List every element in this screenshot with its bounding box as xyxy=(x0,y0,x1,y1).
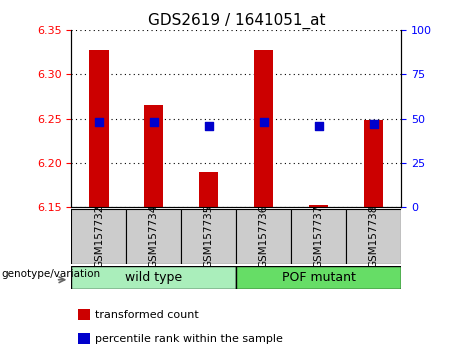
Bar xyxy=(181,209,236,264)
Text: GSM157734: GSM157734 xyxy=(149,205,159,268)
Bar xyxy=(364,120,383,207)
Text: percentile rank within the sample: percentile rank within the sample xyxy=(95,334,283,344)
Bar xyxy=(291,209,346,264)
Point xyxy=(370,121,377,127)
Text: POF mutant: POF mutant xyxy=(282,270,355,284)
Title: GDS2619 / 1641051_at: GDS2619 / 1641051_at xyxy=(148,12,325,29)
Bar xyxy=(126,209,181,264)
Text: transformed count: transformed count xyxy=(95,309,198,320)
Point xyxy=(205,123,213,129)
Bar xyxy=(309,205,328,207)
Bar xyxy=(346,209,401,264)
Text: GSM157738: GSM157738 xyxy=(369,205,378,268)
Bar xyxy=(71,266,236,289)
Bar xyxy=(89,50,108,207)
Point xyxy=(260,119,267,125)
Bar xyxy=(236,209,291,264)
Bar xyxy=(78,333,89,344)
Bar xyxy=(199,172,219,207)
Bar xyxy=(254,50,273,207)
Text: GSM157735: GSM157735 xyxy=(204,205,214,268)
Bar xyxy=(144,105,164,207)
Text: GSM157737: GSM157737 xyxy=(313,205,324,268)
Point xyxy=(315,123,322,129)
Text: wild type: wild type xyxy=(125,270,183,284)
Bar xyxy=(78,309,89,320)
Text: GSM157736: GSM157736 xyxy=(259,205,269,268)
Text: genotype/variation: genotype/variation xyxy=(1,269,100,279)
Point xyxy=(150,119,158,125)
Bar xyxy=(71,209,126,264)
Text: GSM157732: GSM157732 xyxy=(94,205,104,268)
Bar xyxy=(236,266,401,289)
Point xyxy=(95,119,103,125)
